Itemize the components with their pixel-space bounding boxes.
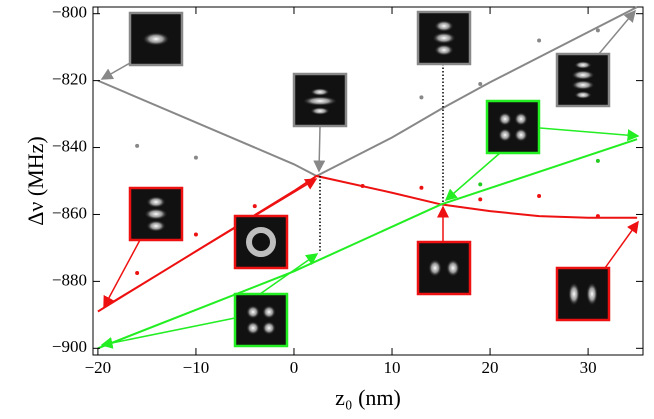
mode-spot: [586, 282, 598, 306]
mode-spot: [310, 107, 330, 115]
point: [135, 271, 139, 275]
point: [253, 204, 257, 208]
arrow: [102, 63, 130, 79]
mode-spot: [302, 96, 338, 106]
mode-spot: [514, 112, 528, 126]
y-tick-label: −900: [52, 337, 87, 356]
mode-spot: [446, 259, 460, 277]
point: [419, 186, 423, 190]
mode-spot: [144, 208, 168, 220]
point: [596, 28, 600, 32]
arrow: [102, 318, 235, 345]
mode-inset: [487, 101, 539, 153]
mode-inset: [557, 268, 609, 320]
mode-spot: [142, 32, 170, 46]
mode-spot: [571, 70, 595, 80]
mode-spot: [428, 259, 442, 277]
insets: [130, 12, 609, 346]
point: [537, 194, 541, 198]
point: [478, 82, 482, 86]
x-tick-label: 10: [384, 358, 401, 377]
mode-spot: [434, 44, 454, 56]
mode-spot: [574, 91, 592, 99]
point: [361, 184, 365, 188]
chart: Δν (MHz) z₀ (nm) −20 −10 0 10 20 30 −800 −820 −8…: [0, 0, 654, 414]
x-tick-label: 30: [580, 358, 597, 377]
mode-spot: [146, 220, 166, 232]
y-tick-label: −820: [52, 70, 87, 89]
point: [478, 182, 482, 186]
mode-spot: [246, 321, 260, 335]
page: Δν (MHz) z₀ (nm) −20 −10 0 10 20 30 −800 −820 −8…: [0, 0, 654, 419]
arrow: [540, 128, 638, 136]
x-tick-label: −10: [183, 358, 210, 377]
mode-inset: [235, 294, 287, 346]
y-axis-label: Δν (MHz): [23, 136, 48, 225]
mode-spot: [146, 196, 166, 208]
y-tick-label: −800: [52, 3, 87, 22]
y-tick-label: −840: [52, 136, 87, 155]
arrow: [605, 222, 638, 268]
x-tick-label: 20: [482, 358, 499, 377]
x-axis-label: z₀ (nm): [335, 385, 401, 410]
mode-spot: [262, 305, 276, 319]
point: [135, 144, 139, 148]
point: [537, 38, 541, 42]
point: [596, 214, 600, 218]
arrow: [319, 127, 320, 171]
point: [419, 95, 423, 99]
mode-spot: [571, 80, 595, 90]
mode-spot: [568, 282, 580, 306]
point: [194, 233, 198, 237]
mode-spot: [498, 128, 512, 142]
mode-spot: [434, 20, 454, 32]
mode-spot: [432, 32, 456, 44]
mode-spot: [514, 128, 528, 142]
y-tick-label: −860: [52, 203, 87, 222]
point: [596, 159, 600, 163]
mode-spot: [574, 61, 592, 69]
mode-spot: [262, 321, 276, 335]
x-tick-label: 0: [290, 358, 299, 377]
mode-inset: [418, 242, 470, 294]
y-tick-label: −880: [52, 270, 87, 289]
point: [478, 197, 482, 201]
mode-spot: [246, 305, 260, 319]
mode-inset: [235, 216, 287, 268]
mode-spot: [498, 112, 512, 126]
point: [194, 156, 198, 160]
x-tick-label: −20: [85, 358, 112, 377]
mode-spot: [310, 88, 330, 96]
